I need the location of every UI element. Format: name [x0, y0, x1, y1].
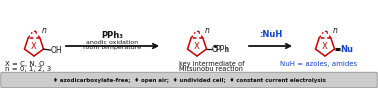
Text: X: X	[31, 42, 37, 51]
Text: n: n	[204, 26, 209, 35]
Text: n: n	[41, 26, 46, 35]
Text: O: O	[212, 45, 218, 54]
Text: n: n	[332, 26, 337, 35]
Text: ♦ azodicarboxylate-free;  ♦ open air;  ♦ undivided cell;  ♦ constant current ele: ♦ azodicarboxylate-free; ♦ open air; ♦ u…	[53, 77, 325, 83]
Text: Mitsunobu reaction: Mitsunobu reaction	[179, 66, 243, 72]
FancyBboxPatch shape	[1, 72, 377, 88]
Text: Nu: Nu	[340, 45, 353, 54]
Text: PPh₃: PPh₃	[102, 31, 124, 40]
Text: anodic oxidation: anodic oxidation	[87, 40, 139, 45]
Text: NuH = azoles, amides: NuH = azoles, amides	[280, 61, 357, 67]
Text: room temperature: room temperature	[84, 45, 142, 49]
Text: :NuH: :NuH	[259, 30, 282, 39]
Text: X = C, N, O: X = C, N, O	[5, 61, 45, 67]
Text: key intermediate of: key intermediate of	[179, 61, 245, 67]
Text: OH: OH	[51, 46, 63, 55]
Text: X: X	[322, 42, 328, 51]
Text: PPh: PPh	[215, 45, 230, 54]
Text: n = 0, 1, 2, 3: n = 0, 1, 2, 3	[5, 66, 51, 72]
Text: X: X	[194, 42, 200, 51]
Text: 3: 3	[225, 48, 229, 53]
